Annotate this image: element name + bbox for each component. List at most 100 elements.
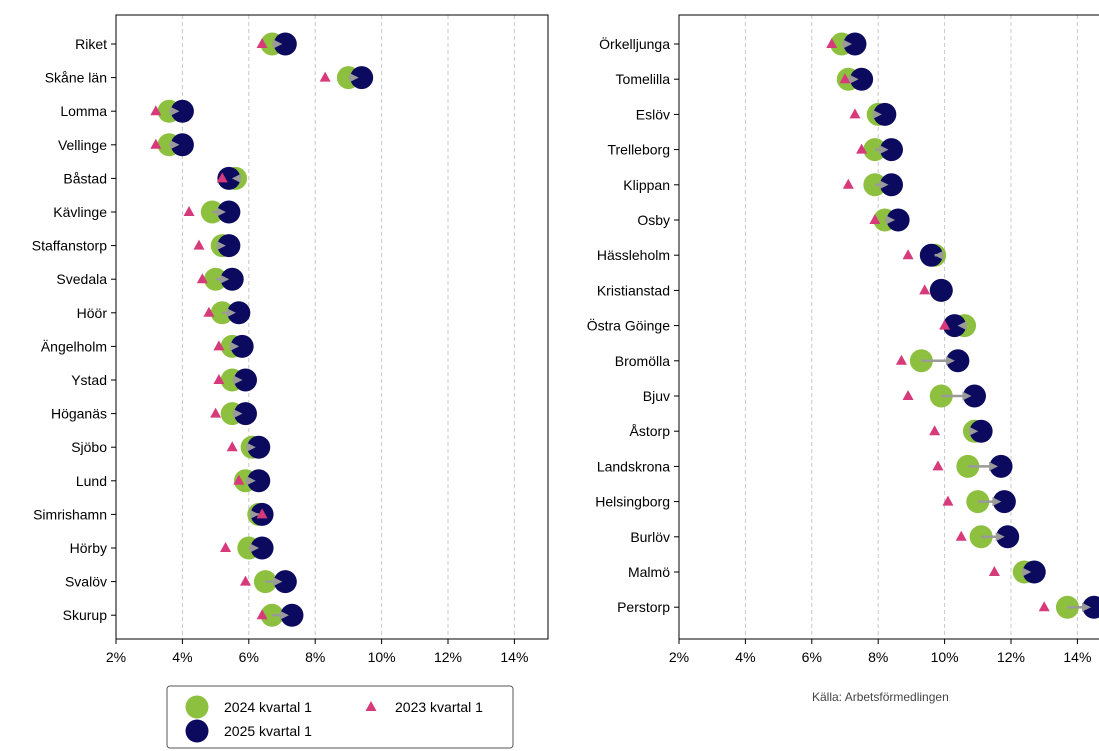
legend-marker-2024 <box>185 695 209 719</box>
point-2023-hassleholm <box>902 249 914 260</box>
category-label-lomma: Lomma <box>60 103 107 119</box>
change-arrowhead-burlov <box>995 532 1005 542</box>
point-2025-eslov <box>873 102 897 126</box>
point-2023-hoganas <box>210 407 222 418</box>
plot-frame <box>678 14 1099 640</box>
x-tick-label: 10% <box>368 649 396 665</box>
category-label-kavlinge: Kävlinge <box>53 204 107 220</box>
change-arrowhead-bastad <box>231 173 241 183</box>
category-label-tomelilla: Tomelilla <box>616 71 671 87</box>
x-tick-label: 14% <box>1063 649 1091 665</box>
point-2025-ostra-goinge <box>943 314 967 338</box>
x-tick-label: 2% <box>669 649 689 665</box>
point-2025-landskrona <box>989 454 1013 478</box>
point-2025-bjuv <box>962 384 986 408</box>
category-label-simrishamn: Simrishamn <box>33 506 107 522</box>
legend: 2024 kvartal 1 2025 kvartal 1 2023 kvartal… <box>166 685 514 749</box>
point-2025-skane-lan <box>350 66 374 90</box>
change-arrowhead-astorp <box>969 426 979 436</box>
category-label-malmo: Malmö <box>628 564 670 580</box>
category-label-eslov: Eslöv <box>636 106 670 122</box>
point-2025-svalov <box>273 570 297 594</box>
category-label-bromolla: Bromölla <box>615 353 670 369</box>
point-2025-tomelilla <box>850 67 874 91</box>
point-2025-horby <box>250 536 274 560</box>
category-label-lund: Lund <box>76 473 107 489</box>
change-arrowhead-sjobo <box>246 442 256 452</box>
legend-label-2024: 2024 kvartal 1 <box>224 699 312 715</box>
point-2023-skurup <box>256 609 268 620</box>
point-2025-lomma <box>170 99 194 123</box>
point-2025-ystad <box>233 368 257 392</box>
point-2023-staffanstorp <box>193 239 205 250</box>
point-2023-svedala <box>196 273 208 284</box>
x-tick-label: 6% <box>802 649 822 665</box>
point-2025-riket <box>273 32 297 56</box>
point-2025-kavlinge <box>217 200 241 224</box>
category-label-skurup: Skurup <box>63 607 108 623</box>
x-tick-label: 8% <box>868 649 888 665</box>
point-2023-svalov <box>239 575 251 586</box>
category-label-bjuv: Bjuv <box>643 388 670 404</box>
change-arrowhead-lund <box>246 476 256 486</box>
point-2023-burlov <box>955 530 967 541</box>
point-2023-tomelilla <box>839 73 851 84</box>
category-label-ostra-goinge: Östra Göinge <box>587 317 670 334</box>
point-2025-hassleholm <box>919 243 943 267</box>
category-label-horby: Hörby <box>70 540 107 556</box>
point-2023-ystad <box>213 374 225 384</box>
point-2025-angelholm <box>230 334 254 358</box>
point-2025-bromolla <box>946 349 970 373</box>
point-2023-trelleborg <box>856 143 868 154</box>
point-2023-bastad <box>216 172 228 183</box>
category-label-astorp: Åstorp <box>630 423 671 439</box>
point-2023-vellinge <box>150 138 162 149</box>
point-2023-malmo <box>988 566 1000 576</box>
change-arrowhead-hoor <box>226 308 236 318</box>
source-note: Källa: Arbetsförmedlingen <box>812 690 949 704</box>
x-tick-label: 4% <box>172 649 192 665</box>
point-2025-vellinge <box>170 133 194 157</box>
change-arrowhead-vellinge <box>170 140 180 150</box>
point-2023-osby <box>869 214 881 224</box>
change-arrowhead-hassleholm <box>934 250 944 260</box>
category-label-ystad: Ystad <box>71 372 107 388</box>
point-2025-bastad <box>217 166 241 190</box>
category-label-orkelljunga: Örkelljunga <box>599 35 670 52</box>
point-2025-lund <box>247 469 271 493</box>
point-2023-simrishamn <box>256 508 268 519</box>
point-2025-helsingborg <box>992 490 1016 514</box>
legend-marker-2023 <box>365 701 377 711</box>
point-2025-osby <box>886 208 910 232</box>
change-arrowhead-bromolla <box>945 356 955 366</box>
point-2023-angelholm <box>213 340 225 351</box>
change-arrowhead-lomma <box>170 106 180 116</box>
point-2025-malmo <box>1022 560 1046 584</box>
category-label-perstorp: Perstorp <box>617 599 670 615</box>
x-tick-label: 14% <box>500 649 528 665</box>
category-label-vellinge: Vellinge <box>58 137 107 153</box>
x-tick-label: 2% <box>106 649 126 665</box>
change-arrowhead-eslov <box>872 109 882 119</box>
change-arrowhead-svedala <box>220 274 230 284</box>
change-arrowhead-staffanstorp <box>216 241 226 251</box>
category-label-svedala: Svedala <box>56 271 107 287</box>
change-arrowhead-tomelilla <box>849 74 859 84</box>
change-arrowhead-helsingborg <box>992 497 1002 507</box>
point-2023-eslov <box>849 108 861 119</box>
point-2023-sjobo <box>226 441 238 452</box>
change-arrowhead-trelleborg <box>879 145 889 155</box>
legend-label-2025: 2025 kvartal 1 <box>224 723 312 739</box>
category-label-hoganas: Höganäs <box>51 406 107 422</box>
x-tick-label: 10% <box>931 649 959 665</box>
plot-frame <box>115 14 549 640</box>
legend-label-2023: 2023 kvartal 1 <box>395 699 483 715</box>
point-2023-landskrona <box>932 460 944 471</box>
change-arrowhead-ostra-goinge <box>957 321 967 331</box>
point-2023-horby <box>220 542 232 552</box>
point-2023-ostra-goinge <box>939 319 951 330</box>
change-arrowhead-bjuv <box>962 391 972 401</box>
change-arrowhead-perstorp <box>1082 602 1091 612</box>
category-label-bastad: Båstad <box>63 170 107 186</box>
category-label-svalov: Svalöv <box>65 574 107 590</box>
